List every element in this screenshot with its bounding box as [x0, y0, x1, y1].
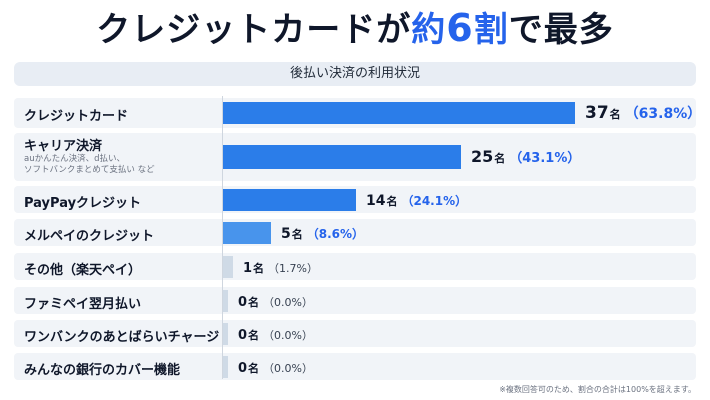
data-label: 14名 （24.1%） [366, 190, 467, 212]
bar [223, 221, 271, 244]
headline-part2: が [376, 10, 412, 50]
category-label: ワンバンクのあとばらいチャージ [24, 329, 220, 345]
value-percent: （0.0%） [263, 295, 313, 309]
value-percent: （63.8%） [624, 106, 702, 122]
category-label-block: PayPayクレジット [24, 192, 141, 211]
value-unit: 名 [291, 227, 303, 241]
row-background [14, 320, 696, 347]
bar [223, 322, 228, 345]
bar [223, 188, 356, 211]
category-label: メルペイのクレジット [24, 228, 155, 244]
headline-part3: 約 [411, 10, 447, 50]
category-label: その他（楽天ペイ） [24, 262, 142, 278]
value-percent: （0.0%） [263, 361, 313, 375]
category-sublabel: ソフトバンクまとめて支払い など [24, 165, 155, 175]
data-label: 0名 （0.0%） [238, 324, 313, 346]
headline: クレジットカードが約6割で最多 [0, 4, 710, 52]
data-label: 1名 （1.7%） [243, 257, 318, 279]
value-number: 0 [238, 294, 248, 310]
category-label-block: その他（楽天ペイ） [24, 259, 141, 278]
axis-line [222, 96, 223, 379]
value-percent: （8.6%） [306, 226, 365, 241]
value-unit: 名 [248, 295, 260, 309]
category-sublabel: auかんたん決済、d払い、 [24, 154, 125, 164]
category-label: みんなの銀行のカバー機能 [24, 362, 181, 378]
value-number: 1 [243, 260, 253, 276]
headline-part4: 6 [446, 6, 474, 50]
value-percent: （43.1%） [509, 151, 581, 166]
value-unit: 名 [253, 261, 265, 275]
value-number: 14 [366, 192, 386, 209]
value-unit: 名 [494, 152, 506, 165]
value-number: 25 [471, 147, 494, 166]
category-label: ファミペイ翌月払い [24, 296, 142, 312]
chart-title: 後払い決済の利用状況 [14, 62, 696, 86]
category-label-block: メルペイのクレジット [24, 225, 154, 244]
category-label: キャリア決済 [24, 139, 103, 154]
data-label: 0名 （0.0%） [238, 291, 313, 313]
category-label: PayPayクレジット [24, 195, 142, 211]
data-label: 5名 （8.6%） [281, 223, 364, 245]
row-background [14, 353, 696, 380]
value-unit: 名 [609, 108, 621, 121]
bar [223, 102, 575, 124]
category-label-block: ワンバンクのあとばらいチャージ [24, 326, 219, 345]
value-number: 0 [238, 360, 248, 376]
category-label: クレジットカード [24, 109, 129, 124]
row-background [14, 219, 696, 246]
value-unit: 名 [386, 194, 398, 208]
value-number: 37 [585, 103, 609, 123]
value-number: 5 [281, 225, 291, 242]
data-label: 37名 （63.8%） [585, 103, 701, 125]
category-label-block: クレジットカード [24, 105, 128, 124]
row-background [14, 253, 696, 280]
category-label-block: みんなの銀行のカバー機能 [24, 359, 180, 378]
row-background [14, 287, 696, 314]
headline-part6: で最多 [508, 10, 614, 50]
footnote: ※複数回答可のため、割合の合計は100%を超えます。 [499, 385, 696, 394]
bar [223, 289, 228, 312]
value-percent: （24.1%） [401, 193, 468, 208]
headline-part1: クレジットカード [96, 10, 377, 50]
value-number: 0 [238, 327, 248, 343]
data-label: 25名 （43.1%） [471, 147, 580, 169]
value-percent: （1.7%） [268, 261, 318, 275]
category-label-block: キャリア決済 auかんたん決済、d払い、 ソフトバンクまとめて支払い など [24, 135, 155, 176]
bar [223, 255, 233, 278]
bar [223, 355, 228, 378]
data-label: 0名 （0.0%） [238, 357, 313, 379]
value-percent: （0.0%） [263, 328, 313, 342]
category-label-block: ファミペイ翌月払い [24, 293, 141, 312]
bar [223, 145, 461, 169]
value-unit: 名 [248, 361, 260, 375]
value-unit: 名 [248, 328, 260, 342]
headline-part5: 割 [473, 10, 509, 50]
